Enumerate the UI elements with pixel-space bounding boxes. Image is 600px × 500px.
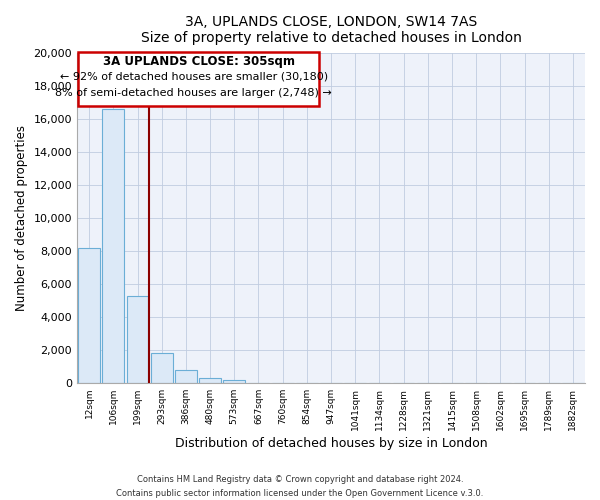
Text: ← 92% of detached houses are smaller (30,180): ← 92% of detached houses are smaller (30… — [59, 72, 328, 82]
Bar — [151, 352, 173, 383]
Bar — [199, 378, 221, 383]
Bar — [103, 110, 124, 383]
Text: 8% of semi-detached houses are larger (2,748) →: 8% of semi-detached houses are larger (2… — [55, 88, 332, 98]
X-axis label: Distribution of detached houses by size in London: Distribution of detached houses by size … — [175, 437, 487, 450]
Bar — [127, 296, 148, 383]
Text: Contains HM Land Registry data © Crown copyright and database right 2024.
Contai: Contains HM Land Registry data © Crown c… — [116, 476, 484, 498]
Text: 3A UPLANDS CLOSE: 305sqm: 3A UPLANDS CLOSE: 305sqm — [103, 55, 295, 68]
Bar — [223, 380, 245, 383]
Bar — [175, 370, 197, 383]
FancyBboxPatch shape — [78, 52, 319, 106]
Bar — [78, 248, 100, 383]
Title: 3A, UPLANDS CLOSE, LONDON, SW14 7AS
Size of property relative to detached houses: 3A, UPLANDS CLOSE, LONDON, SW14 7AS Size… — [140, 15, 521, 45]
Y-axis label: Number of detached properties: Number of detached properties — [15, 125, 28, 311]
